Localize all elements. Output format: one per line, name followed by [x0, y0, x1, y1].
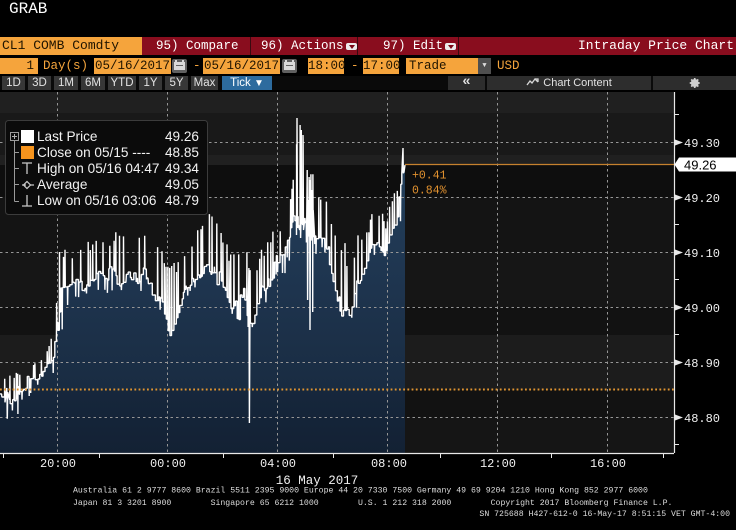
- svg-text:20:00: 20:00: [40, 457, 76, 471]
- svg-text:48.85: 48.85: [165, 145, 199, 160]
- svg-text:12:00: 12:00: [480, 457, 516, 471]
- svg-text:Last Price: Last Price: [37, 129, 97, 144]
- svg-text:Australia 61 2 9777 8600 Brazi: Australia 61 2 9777 8600 Brazil 5511 239…: [73, 486, 648, 496]
- svg-text:08:00: 08:00: [371, 457, 407, 471]
- svg-text:Low on 05/16 03:06: Low on 05/16 03:06: [37, 193, 156, 208]
- svg-text:04:00: 04:00: [260, 457, 296, 471]
- svg-text:16:00: 16:00: [590, 457, 626, 471]
- svg-text:48.80: 48.80: [684, 412, 720, 426]
- svg-text:49.26: 49.26: [165, 129, 199, 144]
- svg-text:0.84%: 0.84%: [412, 185, 447, 198]
- svg-text:49.05: 49.05: [165, 177, 199, 192]
- svg-text:49.10: 49.10: [684, 247, 720, 261]
- svg-text:Average: Average: [37, 177, 87, 192]
- svg-text:16 May 2017: 16 May 2017: [276, 474, 359, 488]
- svg-text:49.00: 49.00: [684, 302, 720, 316]
- svg-text:48.79: 48.79: [165, 193, 199, 208]
- svg-text:48.90: 48.90: [684, 357, 720, 371]
- svg-text:+0.41: +0.41: [412, 170, 447, 183]
- svg-text:00:00: 00:00: [150, 457, 186, 471]
- svg-text:SN 725688 H427-612-0 16-May-17: SN 725688 H427-612-0 16-May-17 8:51:15 V…: [479, 510, 730, 519]
- svg-text:49.30: 49.30: [684, 137, 720, 151]
- svg-text:49.26: 49.26: [684, 158, 717, 173]
- svg-text:High on 05/16 04:47: High on 05/16 04:47: [37, 161, 159, 176]
- svg-text:Close on 05/15 ----: Close on 05/15 ----: [37, 145, 150, 160]
- svg-text:49.34: 49.34: [165, 161, 199, 176]
- svg-text:Japan 81 3 3201 8900 Si: Japan 81 3 3201 8900 Singapore 65 6212 1…: [73, 498, 672, 508]
- svg-text:49.20: 49.20: [684, 192, 720, 206]
